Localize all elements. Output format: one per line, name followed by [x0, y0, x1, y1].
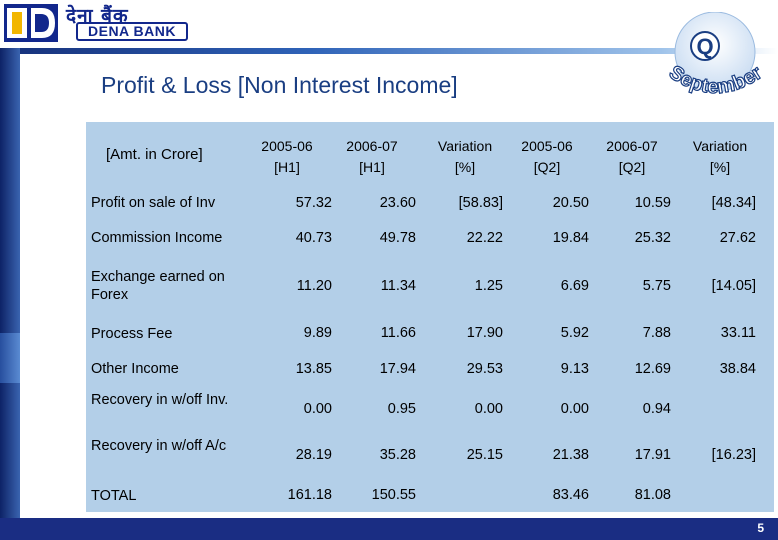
table-cell: 28.19	[295, 447, 332, 463]
column-header-line2: [Q2]	[618, 159, 646, 175]
table-cell: 17.90	[466, 325, 503, 341]
left-rail	[0, 48, 20, 518]
column-header: 2005-06 [H1]	[252, 136, 322, 178]
column-header: Variation [%]	[680, 136, 760, 178]
quarter-badge: Q September 06	[660, 12, 770, 99]
table-cell: 40.73	[295, 230, 332, 246]
table-cell: 27.62	[719, 230, 756, 246]
table-cell: 11.20	[296, 278, 332, 294]
column-header: Variation [%]	[425, 136, 505, 178]
table-cell: 9.89	[303, 325, 332, 341]
header-band	[0, 48, 778, 54]
brand-hindi-name: देना बैंक	[66, 5, 129, 27]
table-cell: [48.34]	[711, 195, 756, 211]
table-cell: 20.50	[552, 195, 589, 211]
table-cell: 10.59	[634, 195, 671, 211]
table-cell: 35.28	[379, 447, 416, 463]
table-cell: 1.25	[474, 278, 503, 294]
table-cell: 23.60	[379, 195, 416, 211]
table-cell: 17.91	[634, 447, 671, 463]
row-label: Other Income	[91, 361, 179, 377]
column-header-line1: Variation	[437, 138, 493, 154]
table-cell: 25.32	[634, 230, 671, 246]
table-cell: 29.53	[466, 361, 503, 377]
table-cell: 12.69	[634, 361, 671, 377]
column-header: 2006-07 [Q2]	[597, 136, 667, 178]
column-header-line1: Variation	[692, 138, 748, 154]
top-banner: देना बैंक DENA BANK	[0, 0, 778, 48]
footer-bar: 5	[0, 518, 778, 540]
table-cell: 21.38	[552, 447, 589, 463]
table-cell: 19.84	[552, 230, 589, 246]
table-cell: [58.83]	[458, 195, 503, 211]
dena-bank-logo-icon	[4, 4, 58, 42]
page-title: Profit & Loss [Non Interest Income]	[101, 72, 458, 98]
table-cell: 6.69	[560, 278, 589, 294]
column-header-line1: 2005-06	[261, 138, 313, 154]
table-cell: 13.85	[295, 361, 332, 377]
column-header-line1: 2006-07	[346, 138, 398, 154]
column-header-line2: [Q2]	[533, 159, 561, 175]
column-header-line1: 2006-07	[606, 138, 658, 154]
table-cell: 0.00	[303, 401, 332, 417]
table-cell: 0.00	[474, 401, 503, 417]
table-cell: [14.05]	[711, 278, 756, 294]
row-label: Recovery in w/off A/c	[91, 438, 227, 454]
table-cell: 49.78	[379, 230, 416, 246]
table-cell: 57.32	[295, 195, 332, 211]
table-cell: 7.88	[642, 325, 671, 341]
table-cell: 5.92	[560, 325, 589, 341]
table-corner-label: [Amt. in Crore]	[106, 146, 203, 163]
table-cell: 81.08	[634, 487, 671, 503]
table-cell: [16.23]	[711, 447, 756, 463]
table-cell: 38.84	[719, 361, 756, 377]
column-header: 2006-07 [H1]	[337, 136, 407, 178]
column-header-line2: [H1]	[274, 159, 300, 175]
table-cell: 11.66	[380, 325, 416, 341]
table-cell: 25.15	[466, 447, 503, 463]
table-cell: 17.94	[379, 361, 416, 377]
column-header-line1: 2005-06	[521, 138, 573, 154]
column-header-line2: [%]	[709, 159, 731, 175]
table-cell: 33.11	[720, 325, 756, 341]
row-label: TOTAL	[91, 488, 137, 504]
quarter-letter: Q	[696, 34, 713, 59]
table-cell: 5.75	[642, 278, 671, 294]
column-header: 2005-06 [Q2]	[512, 136, 582, 178]
table-cell: 22.22	[466, 230, 503, 246]
row-label: Commission Income	[91, 230, 223, 246]
column-header-line2: [H1]	[359, 159, 385, 175]
brand-english-name: DENA BANK	[76, 22, 188, 41]
table-cell: 0.00	[560, 401, 589, 417]
row-label: Profit on sale of Inv	[91, 195, 216, 211]
page-number: 5	[757, 521, 764, 535]
column-header-line2: [%]	[454, 159, 476, 175]
row-label: Exchange earned on Forex	[91, 269, 225, 303]
row-label: Process Fee	[91, 326, 173, 342]
table-cell: 150.55	[371, 487, 416, 503]
table-cell: 0.95	[387, 401, 416, 417]
table-cell: 0.94	[642, 401, 671, 417]
row-label: Recovery in w/off Inv.	[91, 392, 229, 408]
table-panel	[86, 122, 774, 512]
table-cell: 9.13	[560, 361, 589, 377]
table-cell: 161.18	[287, 487, 332, 503]
table-cell: 11.34	[380, 278, 416, 294]
table-cell: 83.46	[552, 487, 589, 503]
